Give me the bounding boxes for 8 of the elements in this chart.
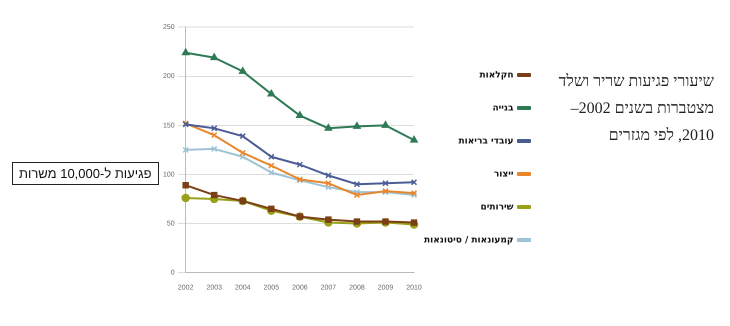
legend-label: ייצור [494, 169, 514, 180]
text: שיעורי פגיעות שריר ושלד מצטברות בשנים 2002–2010, לפי מגזרים [558, 72, 714, 146]
legend-label: שירותים [480, 202, 514, 212]
legend-label: חקלאות [479, 70, 514, 80]
legend-label: בנייה [492, 103, 514, 114]
legend-label: קמעונאות / סיטונאות [424, 235, 514, 246]
legend-label: עובדי בריאות [458, 136, 514, 146]
y-axis-title: פגיעות ל-10,000 משרות [12, 162, 159, 185]
